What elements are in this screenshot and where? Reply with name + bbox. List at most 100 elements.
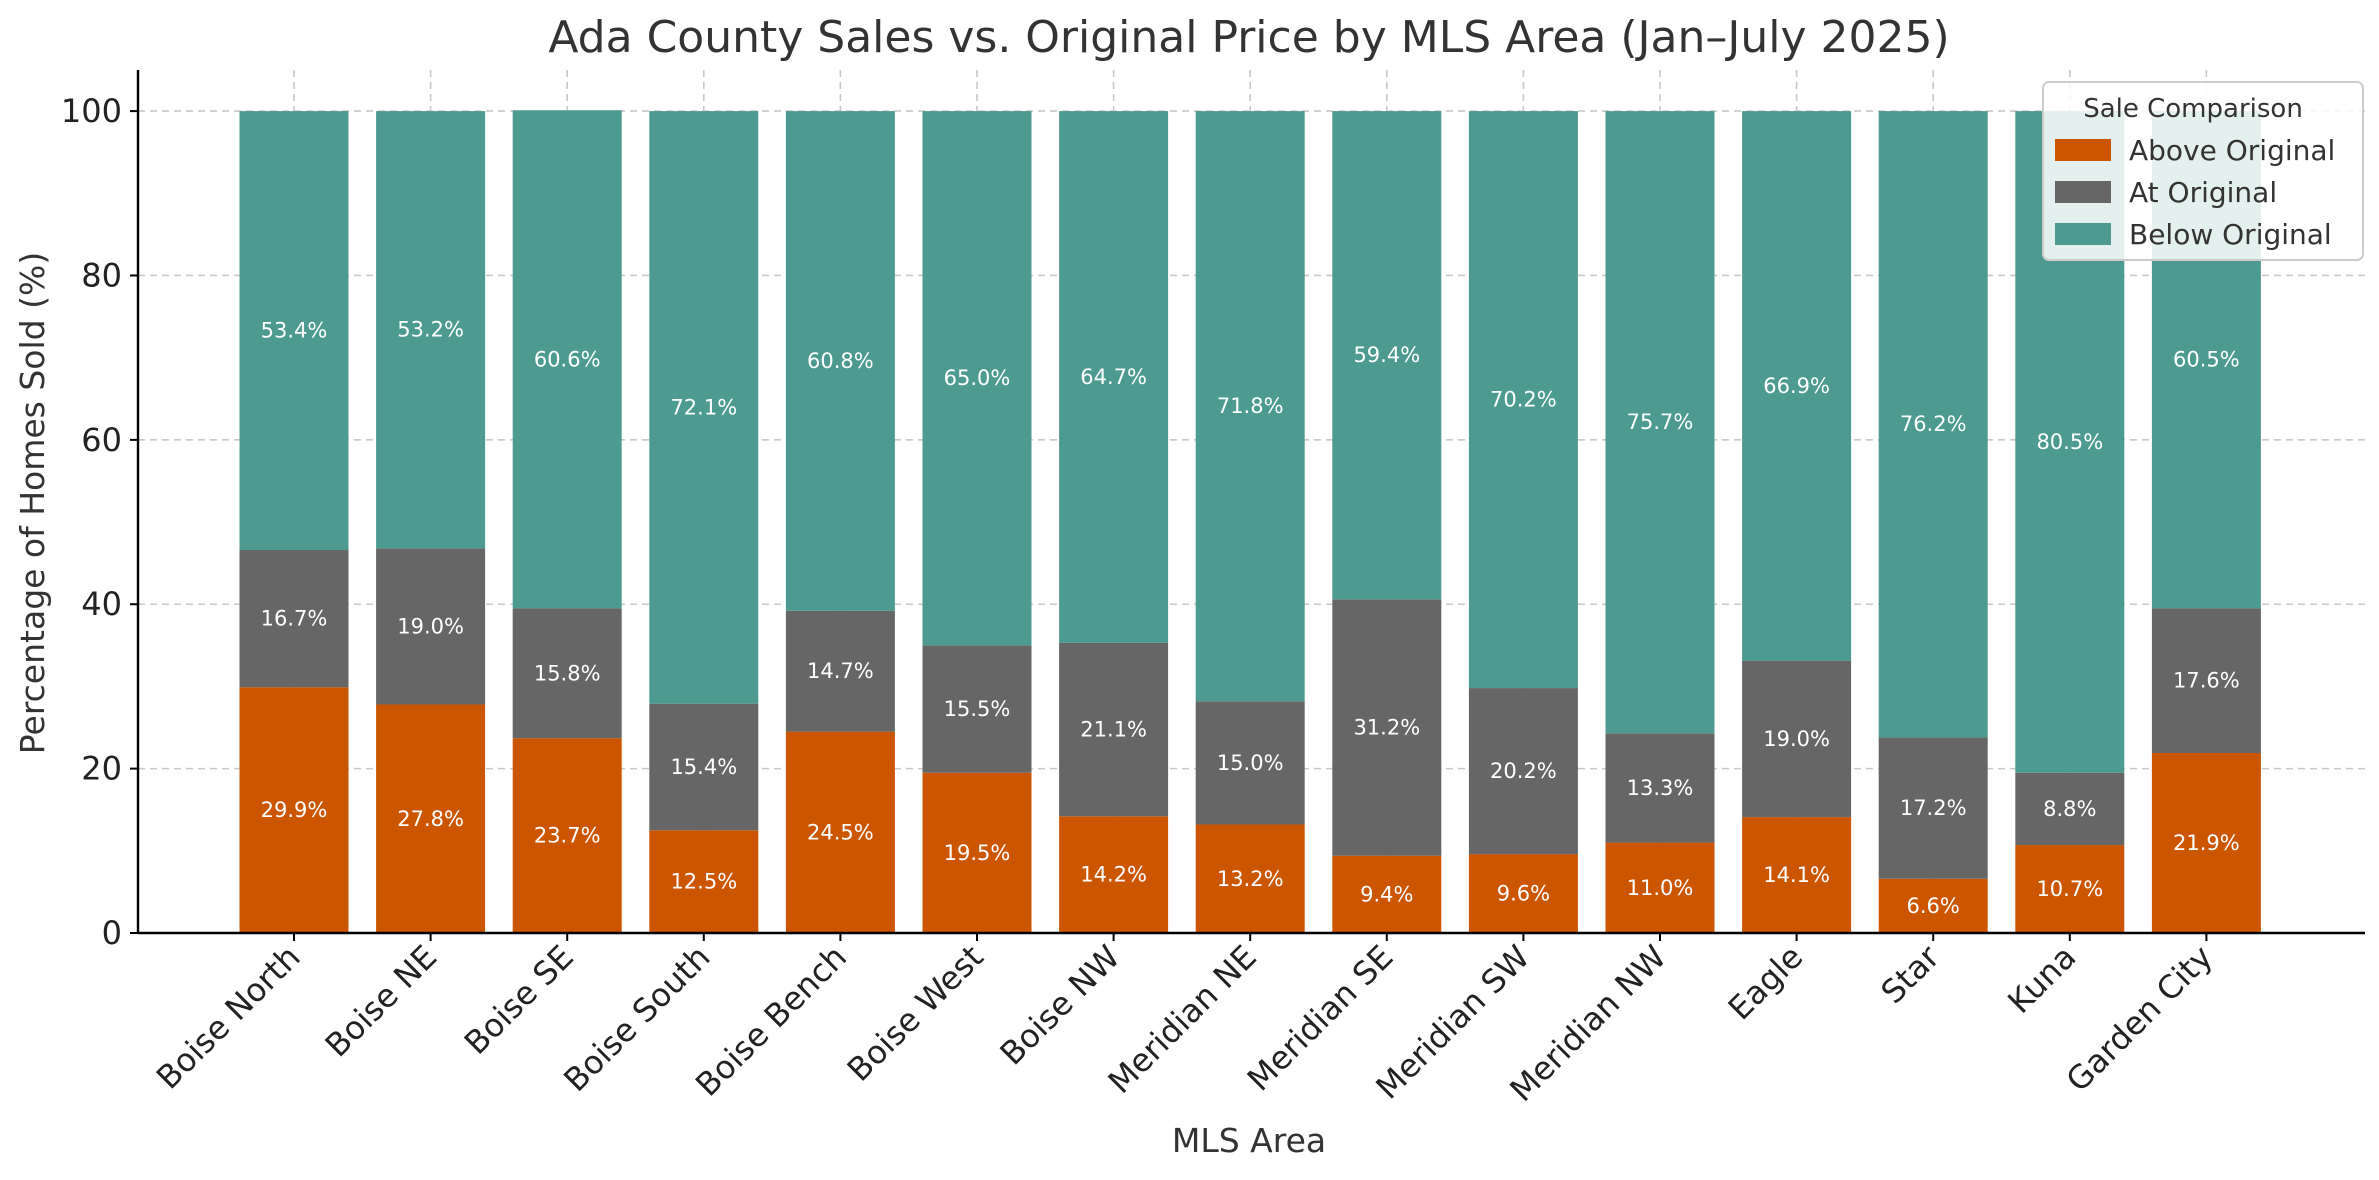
x-tick-label: Boise SE bbox=[457, 938, 581, 1062]
x-tick-label: Meridian NE bbox=[1101, 938, 1264, 1101]
data-label-at-original: 13.3% bbox=[1627, 776, 1694, 800]
bar-above-original bbox=[785, 731, 895, 933]
data-label-at-original: 19.0% bbox=[1763, 727, 1830, 751]
legend: Sale Comparison Above Original At Origina… bbox=[2042, 81, 2364, 261]
data-label-below-original: 60.6% bbox=[534, 347, 601, 371]
x-tick-label: Kuna bbox=[2000, 938, 2083, 1021]
data-label-above-original: 6.6% bbox=[1907, 894, 1960, 918]
x-tick-label: Star bbox=[1874, 937, 1948, 1011]
x-tick-label: Boise West bbox=[840, 938, 991, 1089]
bar-above-original bbox=[1605, 842, 1715, 933]
bar-below-original bbox=[512, 110, 622, 609]
data-label-at-original: 17.2% bbox=[1900, 796, 1967, 820]
legend-items: Above Original At Original Below Original bbox=[2055, 134, 2335, 251]
x-tick-label: Boise NE bbox=[318, 938, 445, 1065]
y-tick-label: 60 bbox=[81, 421, 122, 459]
bar-at-original bbox=[2151, 608, 2261, 754]
x-tick-label: Garden City bbox=[2059, 938, 2220, 1099]
y-tick-label: 0 bbox=[102, 914, 122, 952]
bar-at-original bbox=[376, 548, 486, 705]
bar-at-original bbox=[239, 549, 349, 688]
bar-above-original bbox=[649, 830, 759, 933]
data-label-below-original: 76.2% bbox=[1900, 412, 1967, 436]
bar-at-original bbox=[785, 610, 895, 732]
bar-at-original bbox=[1878, 737, 1988, 879]
y-tick-label: 100 bbox=[61, 92, 122, 130]
data-label-at-original: 16.7% bbox=[261, 607, 328, 631]
data-label-at-original: 15.5% bbox=[944, 697, 1011, 721]
data-label-at-original: 19.0% bbox=[397, 614, 464, 638]
data-label-at-original: 15.0% bbox=[1217, 751, 1284, 775]
bar-at-original bbox=[922, 645, 1032, 773]
data-label-above-original: 19.5% bbox=[944, 841, 1011, 865]
bar-below-original bbox=[1332, 111, 1442, 600]
legend-swatch-below-original bbox=[2055, 223, 2111, 245]
data-label-above-original: 12.5% bbox=[670, 870, 737, 894]
data-label-at-original: 17.6% bbox=[2173, 669, 2240, 693]
x-axis-title: MLS Area bbox=[1172, 1121, 1326, 1160]
data-label-above-original: 14.2% bbox=[1080, 863, 1147, 887]
data-label-above-original: 23.7% bbox=[534, 824, 601, 848]
data-label-below-original: 70.2% bbox=[1490, 388, 1557, 412]
data-label-below-original: 53.4% bbox=[261, 319, 328, 343]
x-tick-label: Boise NW bbox=[993, 938, 1128, 1073]
legend-label-above-original: Above Original bbox=[2129, 134, 2335, 167]
data-label-at-original: 15.8% bbox=[534, 661, 601, 685]
legend-label-at-original: At Original bbox=[2129, 176, 2277, 209]
legend-title: Sale Comparison bbox=[2083, 94, 2303, 124]
data-label-at-original: 15.4% bbox=[670, 755, 737, 779]
data-label-below-original: 71.8% bbox=[1217, 394, 1284, 418]
data-label-below-original: 65.0% bbox=[944, 366, 1011, 390]
bar-above-original bbox=[2151, 753, 2261, 933]
data-label-below-original: 75.7% bbox=[1627, 410, 1694, 434]
x-tick-label: Eagle bbox=[1721, 938, 1811, 1028]
bar-above-original bbox=[1195, 824, 1305, 933]
bar-at-original bbox=[2015, 772, 2125, 846]
data-label-at-original: 8.8% bbox=[2043, 797, 2096, 821]
data-label-at-original: 21.1% bbox=[1080, 718, 1147, 742]
data-label-at-original: 31.2% bbox=[1353, 716, 1420, 740]
bar-above-original bbox=[2015, 845, 2125, 933]
bar-above-original bbox=[376, 704, 486, 933]
data-label-below-original: 66.9% bbox=[1763, 374, 1830, 398]
bar-above-original bbox=[1878, 878, 1988, 933]
bar-above-original bbox=[922, 772, 1032, 933]
bar-at-original bbox=[1332, 599, 1442, 856]
data-label-above-original: 10.7% bbox=[2036, 877, 2103, 901]
data-label-above-original: 9.6% bbox=[1497, 882, 1550, 906]
legend-swatch-above-original bbox=[2055, 139, 2111, 161]
legend-label-below-original: Below Original bbox=[2129, 218, 2332, 251]
data-label-below-original: 59.4% bbox=[1353, 343, 1420, 367]
y-tick-label: 80 bbox=[81, 256, 122, 294]
data-label-above-original: 27.8% bbox=[397, 807, 464, 831]
data-label-below-original: 53.2% bbox=[397, 318, 464, 342]
data-label-above-original: 9.4% bbox=[1360, 882, 1413, 906]
bar-at-original bbox=[1059, 642, 1169, 817]
y-tick-label: 40 bbox=[81, 585, 122, 623]
data-labels: 29.9% 16.7% 53.4% 27.8% 19.0% 53.2% 23.7% 15.8%… bbox=[261, 318, 2240, 918]
bar-below-original bbox=[1468, 111, 1578, 689]
bar-above-original bbox=[1059, 816, 1169, 933]
data-label-above-original: 24.5% bbox=[807, 820, 874, 844]
bar-above-original bbox=[1332, 855, 1442, 933]
data-label-above-original: 29.9% bbox=[261, 798, 328, 822]
bar-below-original bbox=[239, 111, 349, 550]
x-tick-label: Boise North bbox=[149, 938, 308, 1097]
bar-below-original bbox=[922, 111, 1032, 646]
data-label-below-original: 60.5% bbox=[2173, 348, 2240, 372]
data-label-at-original: 20.2% bbox=[1490, 759, 1557, 783]
data-label-above-original: 21.9% bbox=[2173, 831, 2240, 855]
bar-at-original bbox=[649, 703, 759, 831]
bar-at-original bbox=[1195, 701, 1305, 825]
bar-below-original bbox=[376, 111, 486, 549]
data-label-below-original: 72.1% bbox=[670, 395, 737, 419]
bar-below-original bbox=[1742, 111, 1852, 661]
data-label-below-original: 64.7% bbox=[1080, 365, 1147, 389]
bar-below-original bbox=[785, 111, 895, 611]
bar-below-original bbox=[649, 111, 759, 704]
bar-above-original bbox=[1742, 817, 1852, 933]
data-label-above-original: 11.0% bbox=[1627, 876, 1694, 900]
bar-above-original bbox=[512, 738, 622, 933]
